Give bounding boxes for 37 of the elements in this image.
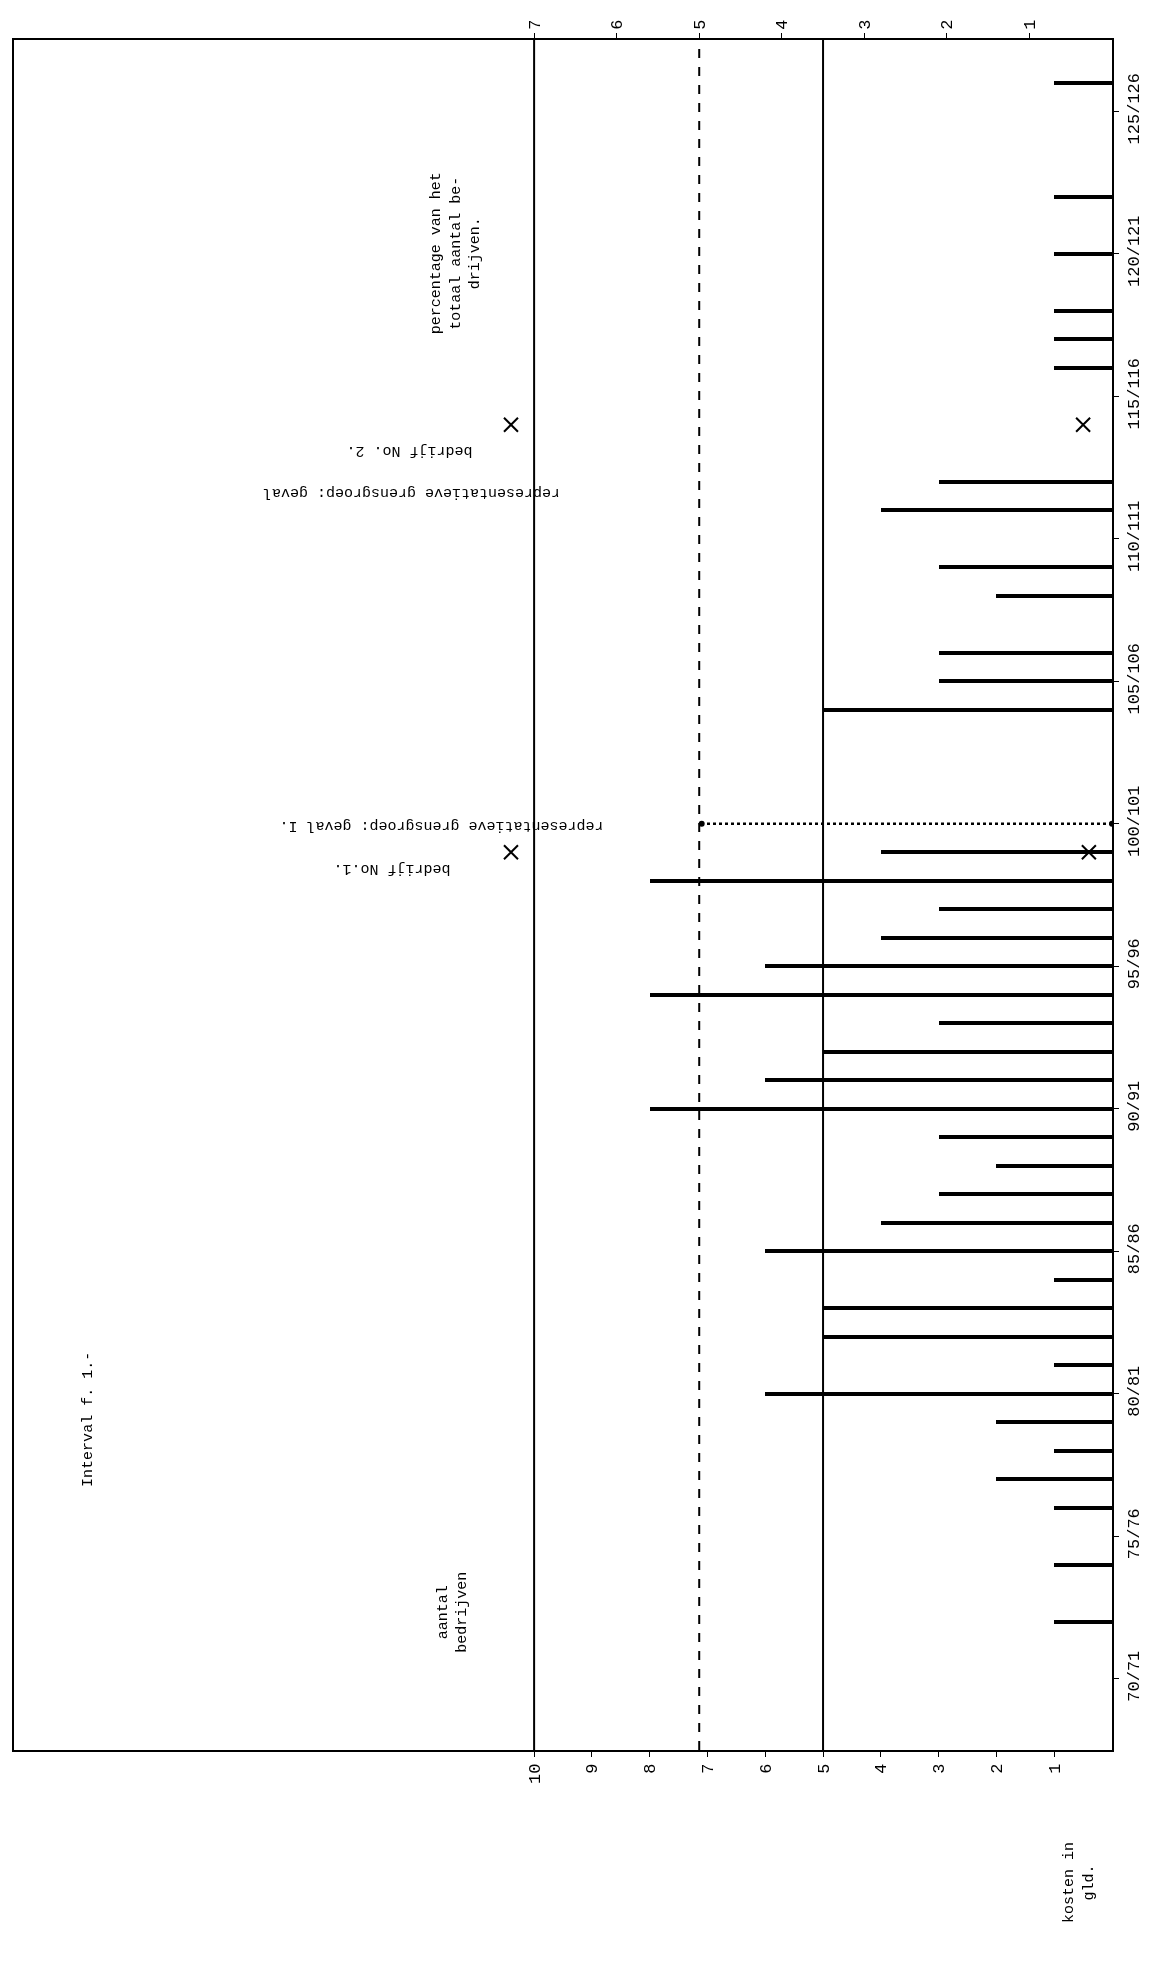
x-tick-label: 3 [930,1763,950,1774]
x-tick-label: 6 [756,1763,776,1774]
x2-tick-label: 1 [1020,19,1040,30]
y-tick-label: 100/101 [1125,785,1145,857]
y-axis-title: kosten in gld. [1061,1842,1098,1924]
y-tick-label: 95/96 [1125,938,1145,990]
x2-tick-label: 6 [608,19,628,30]
annotation: bedrijf No.1. [333,860,451,877]
x-tick-label: 9 [583,1763,603,1774]
x2-axis-title: percentage van het totaal aantal be- drijven. [428,172,485,335]
y-tick-label: 110/111 [1125,500,1145,572]
annotation: representatieve grensgroep: geval I. [279,817,604,834]
y-tick-label: 105/106 [1125,642,1145,715]
annotation: representatieve grensgroep: geval [263,484,561,501]
x-tick-label: 2 [987,1763,1007,1774]
y-tick-label: 125/126 [1125,72,1145,145]
x-tick-label: 4 [872,1763,892,1774]
y-tick-label: 85/86 [1125,1223,1145,1275]
y-tick-label: 70/71 [1125,1650,1145,1702]
x-tick-label: 7 [698,1763,718,1774]
x-tick-label: 5 [814,1763,834,1774]
y-tick-label: 115/116 [1125,357,1145,430]
text: Interval f. 1.- [79,1351,97,1487]
x-tick-label: 1 [1045,1763,1065,1774]
x2-tick-label: 4 [773,19,793,30]
x2-tick-label: 2 [938,19,958,30]
x2-tick-label: 5 [690,19,710,30]
annotation: aantal bedrijven [434,1571,472,1653]
x2-tick-label: 3 [855,19,875,30]
y-tick-label: 75/76 [1125,1508,1145,1560]
y-tick-label: 80/81 [1125,1365,1145,1417]
x-tick-label: 8 [641,1763,661,1774]
annotation: bedrijf No. 2. [346,442,473,459]
x2-tick-label: 7 [525,19,545,30]
x-tick-label: 10 [525,1763,545,1784]
y-tick-label: 90/91 [1125,1080,1145,1132]
y-tick-label: 120/121 [1125,215,1145,287]
